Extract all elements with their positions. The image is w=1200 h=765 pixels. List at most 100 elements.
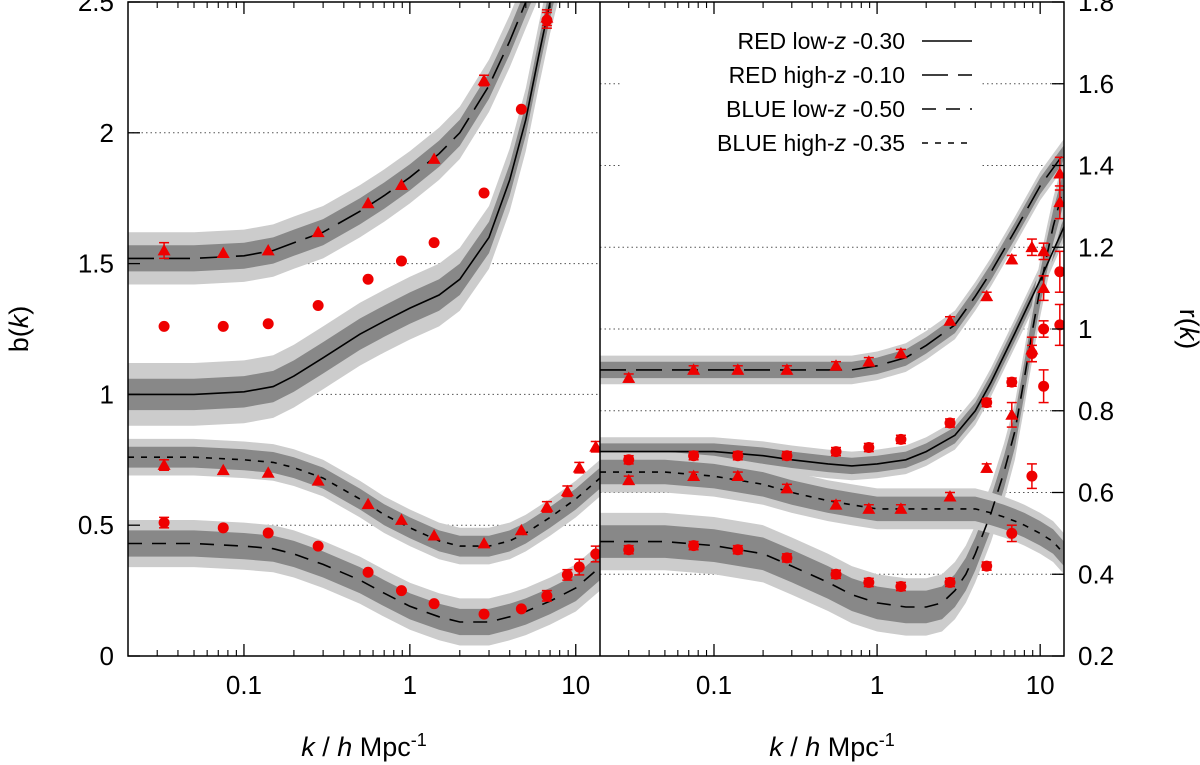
point-red-high-z-0-10-r-12 [1053, 195, 1064, 208]
ytick-label-r-5: 1.2 [1078, 232, 1114, 262]
legend-label-blue-high-z: BLUE high-z -0.35 [717, 130, 905, 156]
point-red-high-z-0-10-r-3 [780, 363, 794, 375]
right-bands [600, 138, 1064, 636]
point-blue-high-z-0-35-r-3 [780, 481, 794, 494]
ytick-label-l-3: 1.5 [78, 249, 114, 279]
xtick-label-l-0: 0.1 [226, 670, 262, 700]
point-red-high-z-0-10-r-8 [980, 289, 994, 302]
point-red-low-z-0-30-r-5 [863, 442, 875, 454]
point-blue-high-z-0-35-r-9 [1005, 408, 1019, 420]
point-red-low-z-0-30-r-11 [1038, 323, 1050, 335]
point-blue-high-z-0-35-r-4 [829, 498, 843, 510]
point-red-high-z-0-10-l-7 [477, 73, 491, 86]
point-blue-high-z-0-35-r-5 [862, 502, 876, 514]
ytick-label-r-8: 1.8 [1078, 0, 1114, 17]
point-blue-high-z-0-35-r-6 [894, 502, 908, 514]
point-blue-low-z-0-50-r-1 [688, 540, 700, 552]
point-blue-low-z-0-50-r-12 [1054, 319, 1064, 331]
line-red-low-z-0-30-l [128, 2, 551, 396]
point-red-high-z-0-10-r-5 [862, 355, 876, 367]
point-blue-high-z-0-35-l-10 [560, 484, 574, 497]
point-red-low-z-0-30-l-3 [312, 299, 324, 311]
point-red-low-z-0-30-l-4 [362, 273, 374, 285]
line-blue-high-z-0-35-r [600, 471, 1064, 555]
point-red-low-z-0-30-r-12 [1054, 266, 1064, 278]
point-red-low-z-0-30-r-3 [781, 450, 793, 462]
ytick-label-l-0: 0 [100, 641, 114, 671]
band-inner-red-high-z-0-10-r [600, 145, 1064, 379]
point-red-high-z-0-10-r-0 [622, 371, 636, 383]
band-outer-blue-low-z-0-50-r [600, 157, 1064, 636]
point-red-high-z-0-10-r-9 [1005, 253, 1019, 265]
line-blue-low-z-0-50-r [600, 185, 1064, 608]
point-red-low-z-0-30-r-7 [944, 417, 956, 429]
point-blue-high-z-0-35-l-3 [311, 474, 325, 486]
plot-frame [127, 1, 1065, 657]
point-red-high-z-0-10-l-6 [427, 152, 441, 164]
point-blue-low-z-0-50-r-11 [1038, 380, 1050, 392]
ytick-label-l-5: 2.5 [78, 0, 114, 17]
point-blue-low-z-0-50-r-9 [1006, 527, 1018, 539]
left-ticks: 0.1 1 10 0 0.5 1 1.5 2 2.5 [78, 0, 590, 700]
point-blue-high-z-0-35-l-4 [361, 497, 375, 510]
point-blue-high-z-0-35-l-8 [514, 523, 528, 536]
point-blue-low-z-0-50-r-5 [863, 576, 875, 588]
legend: RED low-z -0.30 RED high-z -0.10 BLUE lo… [620, 22, 980, 172]
point-blue-low-z-0-50-l-8 [515, 603, 527, 615]
point-blue-high-z-0-35-r-8 [980, 461, 994, 473]
point-blue-low-z-0-50-l-11 [573, 561, 585, 573]
line-red-high-z-0-10-r [600, 152, 1064, 371]
point-blue-low-z-0-50-l-1 [217, 522, 229, 534]
point-red-low-z-0-30-r-1 [688, 450, 700, 462]
ytick-label-l-2: 1 [100, 379, 114, 409]
left-points [157, 9, 600, 620]
panel-left-bias: 0.1 1 10 0 0.5 1 1.5 2 2.5 [78, 0, 600, 700]
point-blue-low-z-0-50-r-7 [944, 576, 956, 588]
point-red-high-z-0-10-r-6 [894, 347, 908, 359]
right-x-axis-label: k / h Mpc-1 [769, 730, 895, 762]
legend-label-red-low-z: RED low-z -0.30 [738, 28, 905, 54]
point-blue-high-z-0-35-r-10 [1025, 342, 1039, 355]
point-red-high-z-0-10-l-8 [540, 11, 554, 23]
point-blue-high-z-0-35-l-9 [540, 500, 554, 512]
panel-right-correlation: 0.1 1 10 0.2 0.4 0.6 0.8 1 1.2 1.4 1.6 1.8 [600, 0, 1114, 700]
point-blue-low-z-0-50-l-6 [428, 598, 440, 610]
xtick-label-r-1: 1 [870, 670, 884, 700]
point-red-high-z-0-10-l-2 [261, 244, 275, 256]
point-red-high-z-0-10-l-0 [157, 244, 171, 256]
point-blue-high-z-0-35-l-12 [589, 440, 600, 452]
ytick-label-r-4: 1 [1078, 314, 1092, 344]
xtick-label-l-2: 10 [561, 670, 590, 700]
point-red-low-z-0-30-l-2 [262, 318, 274, 330]
point-blue-low-z-0-50-l-0 [158, 517, 170, 529]
point-red-high-z-0-10-r-10 [1025, 240, 1039, 253]
left-bands [128, 2, 600, 646]
point-blue-low-z-0-50-l-5 [395, 585, 407, 597]
xtick-label-r-0: 0.1 [696, 670, 732, 700]
point-blue-high-z-0-35-r-0 [622, 473, 636, 486]
point-red-low-z-0-30-r-8 [981, 397, 993, 409]
point-red-low-z-0-30-l-7 [478, 187, 490, 199]
point-blue-high-z-0-35-r-1 [687, 469, 701, 482]
point-red-low-z-0-30-r-2 [732, 450, 744, 462]
band-inner-blue-high-z-0-35-l [128, 446, 600, 557]
point-blue-low-z-0-50-r-6 [895, 581, 907, 593]
band-inner-blue-high-z-0-35-r [600, 459, 1064, 567]
right-y-axis-label: r(k) [1174, 309, 1200, 349]
point-blue-low-z-0-50-l-7 [478, 608, 490, 620]
right-points [622, 156, 1064, 593]
ytick-label-r-6: 1.4 [1078, 151, 1114, 181]
point-red-low-z-0-30-l-6 [428, 237, 440, 249]
point-red-high-z-0-10-r-7 [943, 314, 957, 326]
frame-border [127, 1, 1065, 657]
line-blue-high-z-0-35-l [128, 456, 600, 547]
point-blue-high-z-0-35-l-2 [261, 466, 275, 478]
point-blue-low-z-0-50-l-2 [262, 527, 274, 539]
point-red-low-z-0-30-l-5 [395, 255, 407, 267]
point-blue-low-z-0-50-r-2 [732, 544, 744, 556]
xtick-label-l-1: 1 [403, 670, 417, 700]
ytick-label-r-2: 0.6 [1078, 478, 1114, 508]
point-red-high-z-0-10-l-5 [394, 178, 408, 190]
point-red-low-z-0-30-l-0 [158, 320, 170, 332]
